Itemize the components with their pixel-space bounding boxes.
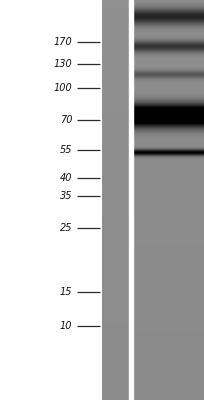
Text: 25: 25 [60, 223, 72, 233]
Text: 10: 10 [60, 321, 72, 331]
Bar [129, 0, 133, 400]
Text: 35: 35 [60, 191, 72, 201]
Text: 40: 40 [60, 173, 72, 183]
Text: 70: 70 [60, 115, 72, 125]
Text: 130: 130 [54, 59, 72, 69]
Text: 55: 55 [60, 145, 72, 155]
Text: 170: 170 [54, 37, 72, 47]
Text: 15: 15 [60, 287, 72, 297]
Text: 100: 100 [54, 83, 72, 93]
